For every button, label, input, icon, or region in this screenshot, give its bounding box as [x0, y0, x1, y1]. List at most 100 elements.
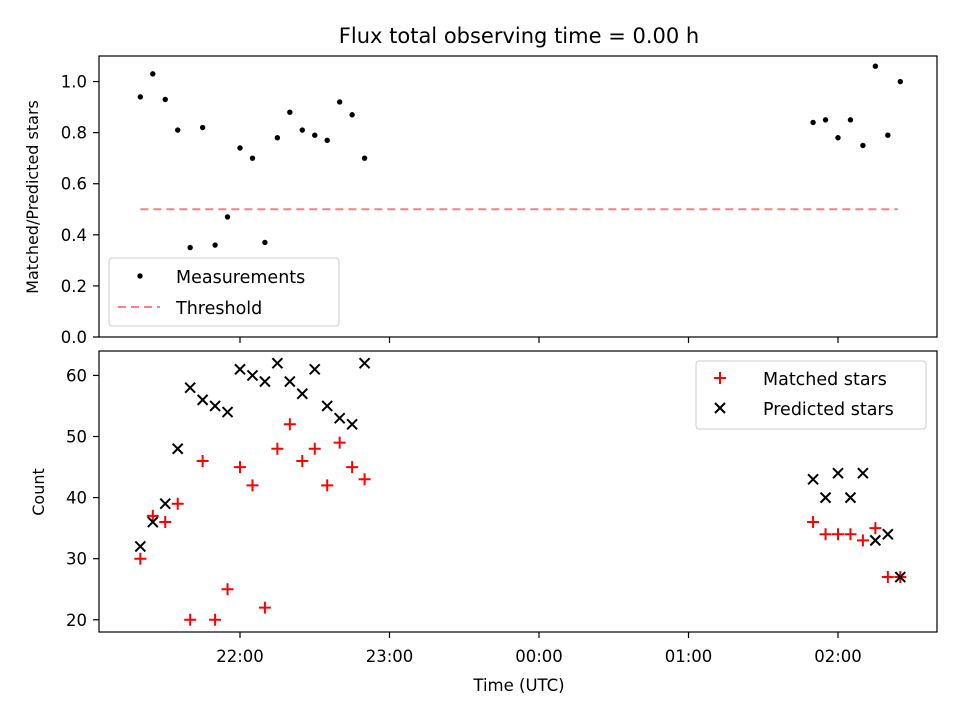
legend-measurements-marker — [137, 273, 143, 279]
bottom-panel: 20 30 40 50 60 22:00 23:00 00:00 01:00 02:00 Cou… — [29, 350, 938, 695]
predicted-stars-point — [807, 473, 819, 485]
predicted-stars-point — [857, 467, 869, 479]
top-ytick-label: 0.6 — [61, 175, 87, 194]
bottom-ytick-label: 50 — [66, 428, 87, 447]
measurement-point — [336, 99, 343, 105]
measurement-point — [262, 239, 268, 246]
matched-stars-point — [283, 418, 296, 431]
top-legend-box — [108, 257, 340, 327]
xtick-label: 01:00 — [665, 647, 713, 666]
x-axis-label: Time (UTC) — [472, 676, 564, 695]
bottom-ytick-label: 20 — [66, 611, 87, 630]
matched-stars-point — [258, 601, 271, 614]
predicted-stars-point — [209, 400, 221, 412]
top-plot-frame — [98, 55, 938, 338]
predicted-stars-point — [147, 516, 159, 528]
matched-stars-point — [333, 436, 346, 449]
top-ytick-label: 0.8 — [61, 124, 87, 143]
bottom-ytick-label: 60 — [66, 366, 87, 385]
top-ytick-label: 0.4 — [61, 226, 87, 245]
matched-stars-point — [832, 528, 844, 541]
measurement-point — [249, 155, 256, 161]
matched-stars-point — [869, 522, 882, 535]
measurement-point — [212, 242, 218, 248]
measurement-point — [137, 94, 144, 100]
matched-stars-point — [221, 583, 234, 596]
bottom-ytick-label: 30 — [66, 550, 87, 569]
matched-stars-point — [346, 461, 359, 474]
matched-stars-point — [807, 516, 820, 529]
measurement-point — [175, 127, 181, 133]
measurement-point — [199, 124, 206, 131]
legend-measurements-label: Measurements — [176, 268, 305, 288]
measurement-point — [349, 112, 355, 118]
measurement-point — [287, 109, 293, 115]
matched-stars-point — [134, 552, 147, 565]
matched-stars-point — [184, 613, 197, 626]
measurement-point — [822, 117, 829, 123]
measurement-point — [162, 96, 168, 103]
predicted-stars-point — [309, 363, 321, 376]
top-legend: Measurements Threshold — [108, 257, 340, 327]
legend-matched-label: Matched stars — [763, 370, 887, 390]
predicted-stars-point — [882, 528, 894, 540]
predicted-stars-point — [894, 571, 906, 583]
measurement-point — [299, 127, 305, 133]
matched-stars-point — [196, 454, 209, 467]
matched-stars-point — [819, 528, 832, 541]
matched-stars-point — [358, 473, 371, 486]
legend-predicted-marker — [714, 402, 726, 414]
measurement-point — [361, 155, 368, 161]
measurement-point — [274, 135, 281, 141]
predicted-stars-point — [172, 443, 184, 455]
matched-stars-point — [296, 454, 309, 467]
predicted-stars-point — [832, 467, 844, 479]
measurement-point — [237, 145, 243, 151]
bottom-plot-frame — [98, 350, 938, 633]
matched-stars-point — [856, 534, 869, 547]
measurement-point — [312, 132, 318, 138]
measurement-point — [835, 135, 841, 141]
matched-stars-point — [321, 479, 334, 492]
chart-title: Flux total observing time = 0.00 h — [339, 24, 699, 48]
matched-stars-point — [844, 528, 857, 541]
predicted-stars-point — [159, 498, 171, 510]
matched-stars-point — [171, 497, 184, 510]
measurement-point — [324, 137, 330, 143]
predicted-stars-point — [271, 357, 284, 369]
matched-stars-point — [146, 509, 159, 522]
measurement-point — [150, 71, 156, 77]
matched-stars-point — [159, 516, 172, 529]
predicted-stars-point — [869, 534, 882, 547]
measurement-point — [847, 117, 854, 123]
predicted-stars-point — [234, 363, 246, 376]
predicted-stars-point — [134, 540, 147, 553]
measurement-point — [187, 244, 193, 251]
matched-stars-point — [308, 442, 321, 455]
predicted-stars-point — [221, 406, 234, 418]
predicted-stars-point — [296, 388, 308, 400]
predicted-stars-point — [184, 381, 196, 394]
predicted-stars-point — [346, 418, 358, 431]
measurement-point — [885, 132, 891, 138]
matched-stars-point — [209, 613, 222, 626]
top-y-axis-label: Matched/Predicted stars — [23, 100, 42, 294]
legend-threshold-label: Threshold — [175, 299, 262, 319]
predicted-stars-point — [196, 394, 209, 406]
measurement-point — [810, 119, 816, 126]
xtick-label: 00:00 — [515, 647, 563, 666]
bottom-y-axis-label: Count — [29, 468, 48, 516]
predicted-stars-point — [321, 400, 333, 412]
predicted-stars-point — [844, 491, 857, 504]
measurement-point — [224, 214, 231, 220]
legend-predicted-label: Predicted stars — [763, 400, 894, 420]
top-ytick-label: 0.2 — [61, 277, 87, 296]
measurement-point — [872, 63, 879, 69]
matched-stars-point — [271, 442, 284, 455]
predicted-stars-point — [358, 357, 371, 369]
top-panel: 0.0 0.2 0.4 0.6 0.8 1.0 Matched/Predicted sta… — [23, 55, 938, 347]
measurement-point — [860, 142, 866, 149]
predicted-stars-point — [819, 491, 832, 504]
matched-stars-point — [881, 571, 894, 584]
